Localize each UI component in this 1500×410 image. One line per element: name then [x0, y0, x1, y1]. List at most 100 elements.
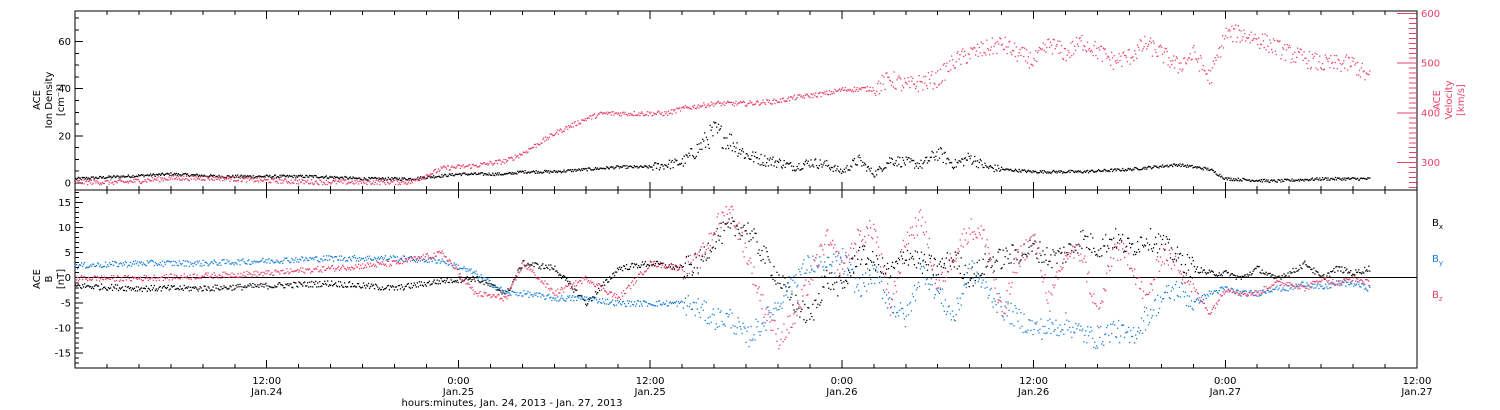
data-point — [439, 262, 441, 264]
data-point — [737, 103, 739, 105]
data-point — [271, 177, 273, 179]
data-point — [914, 83, 916, 85]
data-point — [914, 163, 917, 165]
data-point — [1059, 247, 1061, 250]
data-point — [547, 170, 549, 172]
data-point — [162, 285, 164, 288]
data-point — [779, 282, 781, 285]
data-point — [191, 286, 193, 289]
data-point — [656, 111, 659, 113]
data-point — [1291, 271, 1293, 274]
data-point — [182, 260, 184, 262]
data-point — [438, 259, 440, 261]
data-point — [1366, 269, 1368, 271]
data-point — [159, 285, 161, 288]
data-point — [615, 271, 618, 273]
data-point — [1232, 274, 1234, 276]
data-point — [227, 175, 229, 177]
data-point — [576, 299, 578, 302]
data-point — [393, 289, 396, 291]
data-point — [871, 90, 873, 92]
data-point — [83, 176, 85, 179]
velocity-tick-label: 600 — [1421, 9, 1440, 20]
data-point — [384, 255, 387, 257]
data-point — [1105, 234, 1107, 236]
data-point — [528, 296, 530, 298]
data-point — [1311, 177, 1313, 179]
data-point — [329, 175, 331, 178]
data-point — [107, 287, 110, 289]
data-point — [746, 104, 748, 106]
data-point — [685, 154, 687, 156]
data-point — [358, 183, 360, 185]
data-point — [1209, 169, 1211, 171]
data-point — [1246, 179, 1248, 181]
data-point — [887, 268, 890, 270]
data-point — [1164, 243, 1167, 245]
data-point — [539, 171, 541, 173]
data-point — [247, 260, 249, 262]
data-point — [887, 76, 889, 78]
data-point — [898, 259, 901, 261]
data-point — [753, 103, 756, 106]
data-point — [519, 153, 521, 155]
data-point — [1310, 66, 1313, 69]
data-point — [538, 292, 540, 294]
data-point — [1185, 63, 1188, 65]
data-point — [137, 264, 140, 267]
data-point — [1183, 165, 1185, 167]
data-point — [675, 160, 677, 162]
data-point — [489, 285, 491, 287]
data-point — [586, 304, 588, 307]
data-point — [1180, 62, 1182, 64]
data-point — [1103, 168, 1105, 171]
data-point — [678, 302, 680, 305]
data-point — [363, 260, 366, 262]
data-point — [708, 105, 710, 107]
data-point — [417, 259, 419, 262]
data-point — [261, 259, 263, 261]
data-point — [240, 286, 242, 288]
data-point — [805, 159, 807, 161]
data-point — [601, 302, 603, 304]
data-point — [901, 90, 903, 92]
data-point — [994, 164, 996, 166]
data-point — [1045, 51, 1047, 53]
data-point — [1234, 275, 1236, 277]
data-point — [815, 158, 817, 160]
data-point — [206, 262, 208, 265]
data-point — [343, 286, 345, 288]
data-point — [967, 152, 969, 155]
data-point — [946, 62, 948, 64]
data-point — [327, 177, 329, 180]
data-point — [160, 177, 162, 179]
data-point — [923, 161, 925, 164]
data-point — [597, 113, 599, 115]
data-point — [1042, 42, 1044, 44]
data-point — [367, 180, 369, 182]
data-point — [192, 265, 194, 267]
data-point — [718, 325, 720, 328]
data-point — [622, 111, 624, 113]
data-point — [257, 176, 259, 178]
data-point — [184, 179, 186, 181]
data-point — [534, 292, 536, 294]
data-point — [688, 263, 690, 266]
data-point — [165, 173, 167, 175]
data-point — [853, 272, 855, 274]
data-point — [965, 62, 968, 64]
data-point — [469, 278, 471, 280]
data-point — [820, 96, 822, 98]
data-point — [124, 260, 127, 263]
data-point — [492, 172, 494, 174]
data-point — [1010, 51, 1012, 53]
data-point — [1200, 57, 1202, 59]
data-point — [579, 122, 581, 124]
data-point — [1000, 169, 1002, 171]
data-point — [368, 180, 370, 182]
data-point — [1053, 39, 1055, 41]
data-point — [803, 319, 805, 321]
data-point — [1343, 60, 1345, 62]
data-point — [566, 126, 568, 128]
